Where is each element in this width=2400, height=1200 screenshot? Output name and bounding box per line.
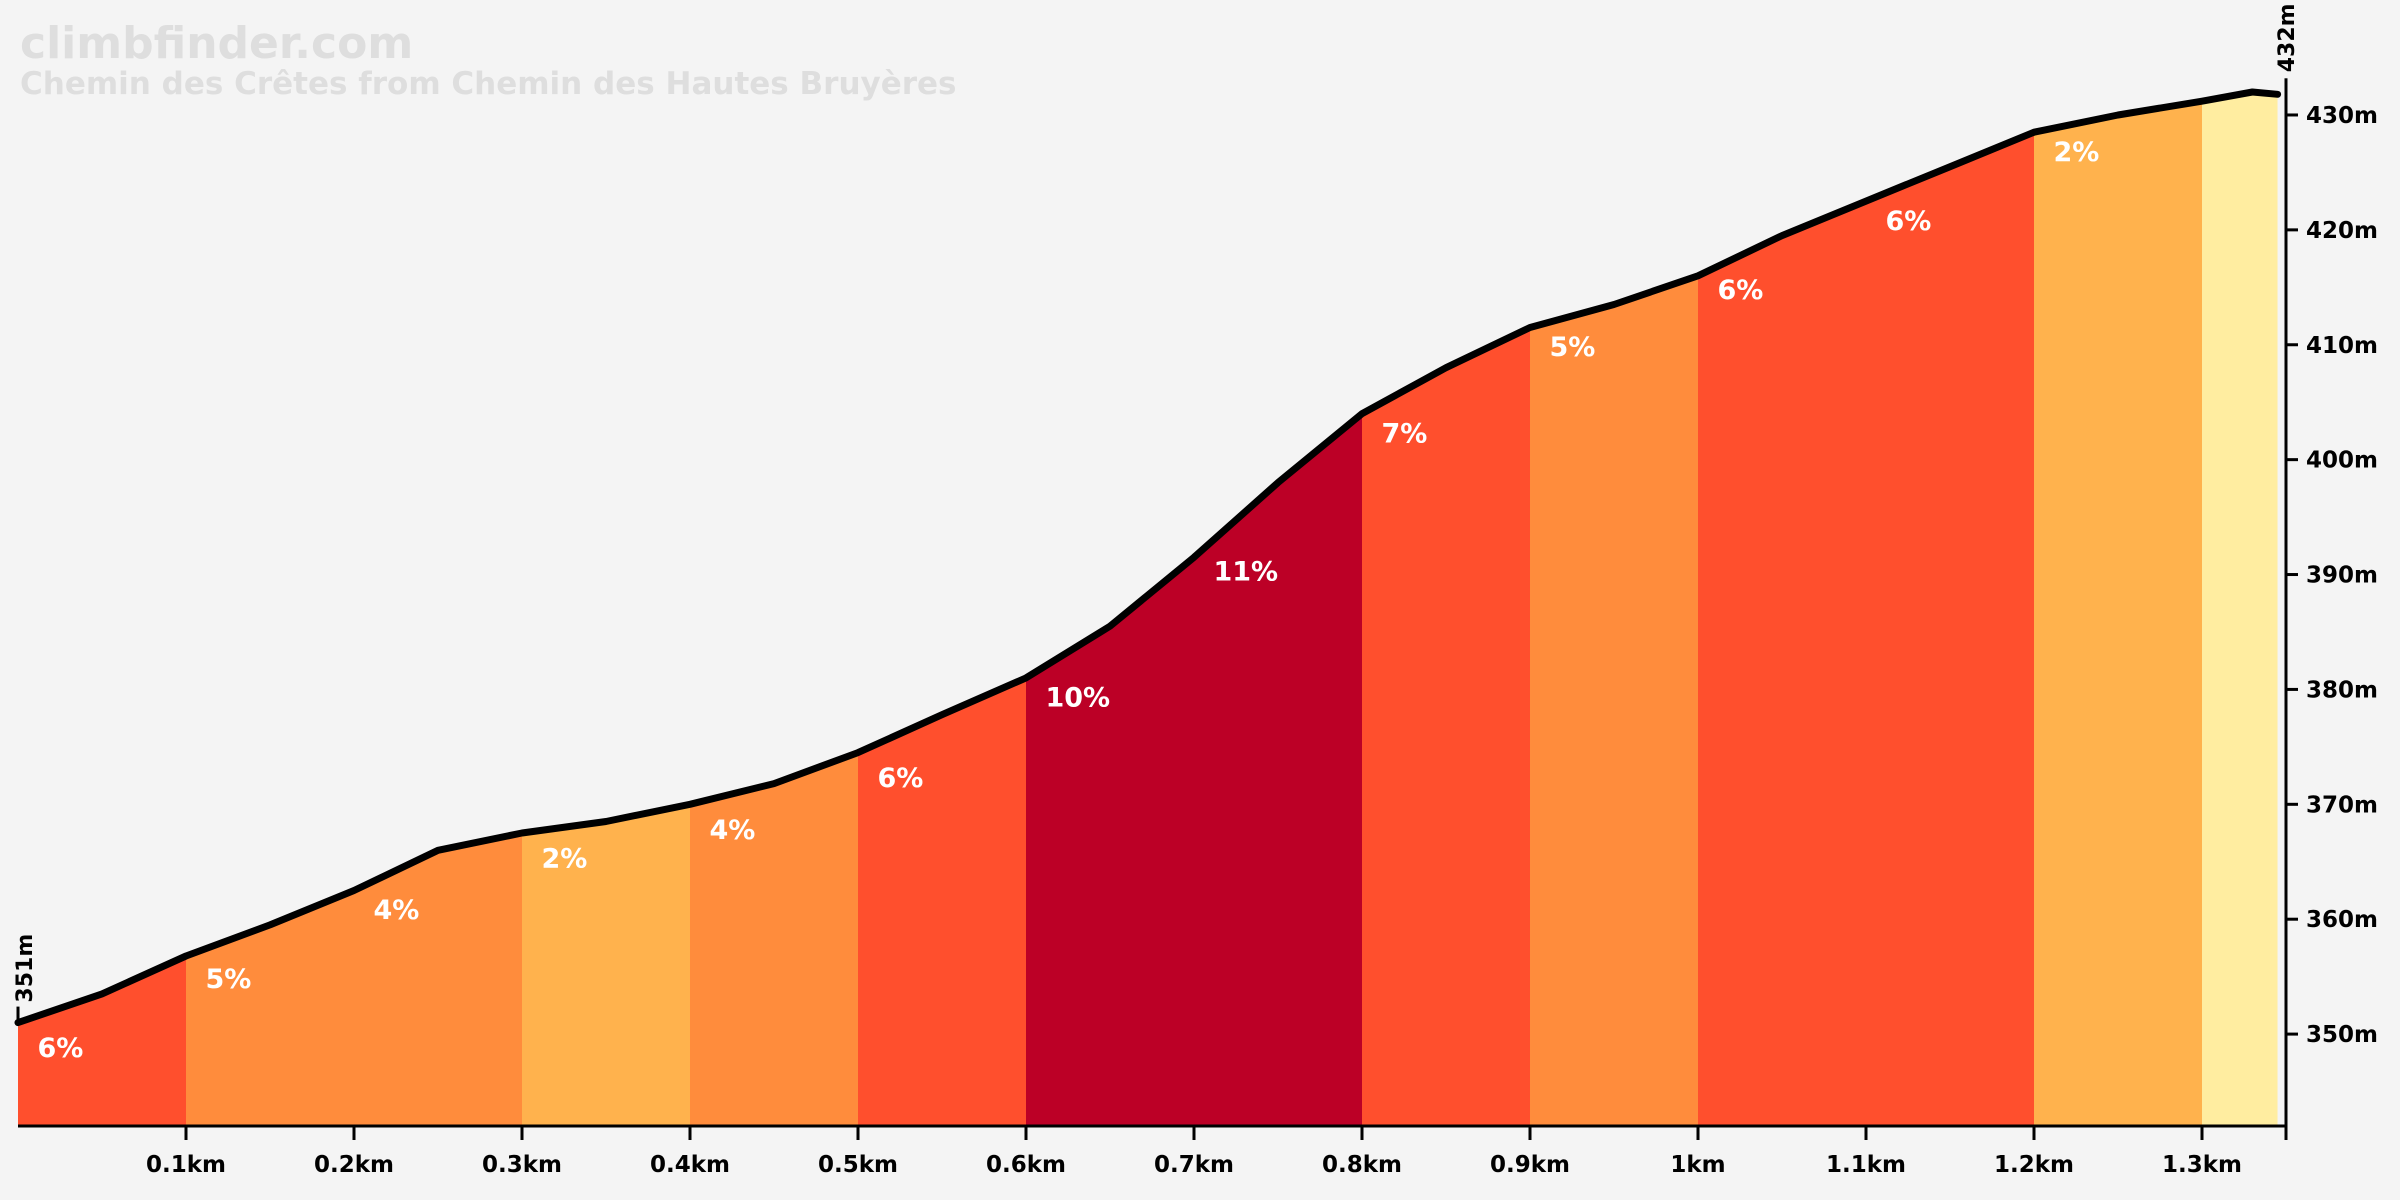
gradient-segment-7 bbox=[1362, 92, 1530, 1126]
y-tick-label-1: 350m bbox=[2306, 1022, 2378, 1048]
grade-label-13: 2% bbox=[2053, 137, 2099, 168]
grade-label-12: 6% bbox=[1885, 206, 1931, 237]
grade-label-10: 5% bbox=[1549, 332, 1595, 363]
x-tick-label-8: 0.8km bbox=[1322, 1152, 1402, 1178]
start-elevation-label: 351m bbox=[13, 934, 38, 1003]
grade-labels: 6% 5% 4% 2% 4% 6% 10% 11% 7% 5% 6% 6% 2% bbox=[37, 137, 2099, 1064]
x-tick-label-10: 1km bbox=[1670, 1152, 1725, 1178]
x-tick-label-5: 0.5km bbox=[818, 1152, 898, 1178]
gradient-segment-8 bbox=[1530, 92, 1698, 1126]
x-tick-label-2: 0.2km bbox=[314, 1152, 394, 1178]
grade-label-4: 2% bbox=[541, 844, 587, 875]
y-tick-label-5: 390m bbox=[2306, 563, 2378, 589]
gradient-segment-11 bbox=[2202, 92, 2278, 1126]
y-axis: 350m 360m 370m 380m 390m 400m 410m 420m 430m bbox=[2284, 88, 2378, 1126]
gradient-segment-6 bbox=[1026, 92, 1362, 1126]
y-tick-label-7: 410m bbox=[2306, 333, 2378, 359]
grade-label-6: 6% bbox=[877, 763, 923, 794]
gradient-segment-10 bbox=[2034, 92, 2202, 1126]
x-tick-label-1: 0.1km bbox=[146, 1152, 226, 1178]
gradient-segment-4 bbox=[690, 92, 858, 1126]
gradient-segment-3 bbox=[522, 92, 690, 1126]
site-title: climbfinder.com bbox=[20, 18, 414, 69]
grade-label-1: 6% bbox=[37, 1033, 83, 1064]
gradient-segment-9 bbox=[1698, 92, 2034, 1126]
grade-label-11: 6% bbox=[1717, 275, 1763, 306]
y-tick-label-6: 400m bbox=[2306, 448, 2378, 474]
end-elevation-label: 432m bbox=[2275, 3, 2300, 72]
grade-label-8: 11% bbox=[1213, 556, 1278, 587]
x-axis: 0.1km 0.2km 0.3km 0.4km 0.5km 0.6km 0.7km 0.8km… bbox=[18, 1124, 2288, 1178]
climb-title: Chemin des Crêtes from Chemin des Hautes… bbox=[20, 66, 957, 102]
y-tick-label-3: 370m bbox=[2306, 792, 2378, 818]
grade-label-3: 4% bbox=[373, 895, 419, 926]
grade-label-7: 10% bbox=[1045, 683, 1110, 714]
grade-label-5: 4% bbox=[709, 815, 755, 846]
gradient-segment-5 bbox=[858, 92, 1026, 1126]
y-tick-label-4: 380m bbox=[2306, 677, 2378, 703]
x-tick-label-3: 0.3km bbox=[482, 1152, 562, 1178]
y-tick-label-8: 420m bbox=[2306, 218, 2378, 244]
x-tick-label-4: 0.4km bbox=[650, 1152, 730, 1178]
grade-label-2: 5% bbox=[205, 964, 251, 995]
y-tick-label-9: 430m bbox=[2306, 103, 2378, 129]
endpoint-labels: 351m 432m bbox=[13, 3, 2300, 1023]
x-tick-label-9: 0.9km bbox=[1490, 1152, 1570, 1178]
y-tick-label-2: 360m bbox=[2306, 907, 2378, 933]
profile-line bbox=[14, 88, 2282, 1027]
grade-label-9: 7% bbox=[1381, 418, 1427, 449]
x-tick-label-11: 1.1km bbox=[1826, 1152, 1906, 1178]
profile-outline bbox=[14, 88, 2282, 1027]
x-tick-label-12: 1.2km bbox=[1994, 1152, 2074, 1178]
x-tick-label-6: 0.6km bbox=[986, 1152, 1066, 1178]
x-tick-label-7: 0.7km bbox=[1154, 1152, 1234, 1178]
x-tick-label-13: 1.3km bbox=[2162, 1152, 2242, 1178]
